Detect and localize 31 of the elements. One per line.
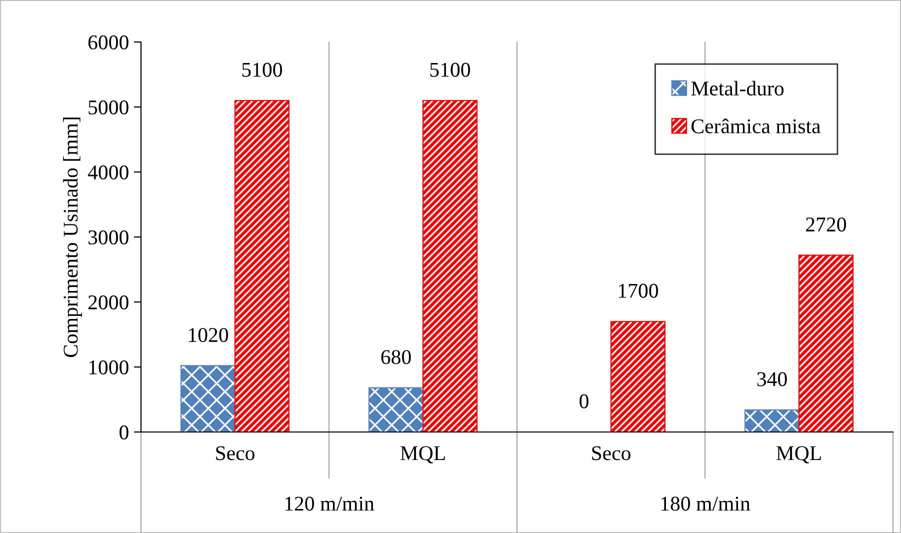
x-tick-label: Seco: [592, 446, 630, 460]
bar: [368, 387, 424, 432]
y-tick-label: 0: [120, 425, 128, 440]
bar: [744, 409, 800, 432]
y-axis-title: Comprimento Usinado [mm]: [63, 118, 82, 358]
x-tick-label: Seco: [216, 446, 254, 460]
text: 180 m/min: [661, 496, 750, 511]
y-tick-label: 1000: [89, 360, 128, 374]
legend-label: Cerâmica mista: [691, 118, 821, 134]
y-tick-label: 4000: [88, 165, 128, 180]
data-label: 5100: [242, 62, 282, 77]
y-tick-label: 3000: [88, 230, 128, 244]
data-label: 0: [580, 394, 588, 408]
bar: [798, 254, 854, 432]
bar: [234, 100, 290, 432]
data-label: 2720: [806, 217, 846, 232]
data-label: 340: [757, 372, 787, 386]
y-tick-label: 6000: [88, 35, 128, 50]
data-label: 1020: [189, 328, 228, 342]
y-tick-label: 5000: [88, 100, 128, 114]
y-tick-label: 2000: [88, 295, 128, 310]
data-label: 1700: [618, 284, 658, 298]
x-tick-label: MQL: [400, 446, 445, 464]
data-label: 680: [381, 350, 411, 364]
bar: [610, 320, 666, 432]
x-tick-label: MQL: [776, 446, 821, 464]
bar: [422, 100, 478, 432]
bar: [180, 365, 236, 432]
data-label: 5100: [430, 62, 470, 77]
text: 120 m/min: [285, 496, 374, 511]
legend-label: Metal-duro: [691, 80, 784, 96]
